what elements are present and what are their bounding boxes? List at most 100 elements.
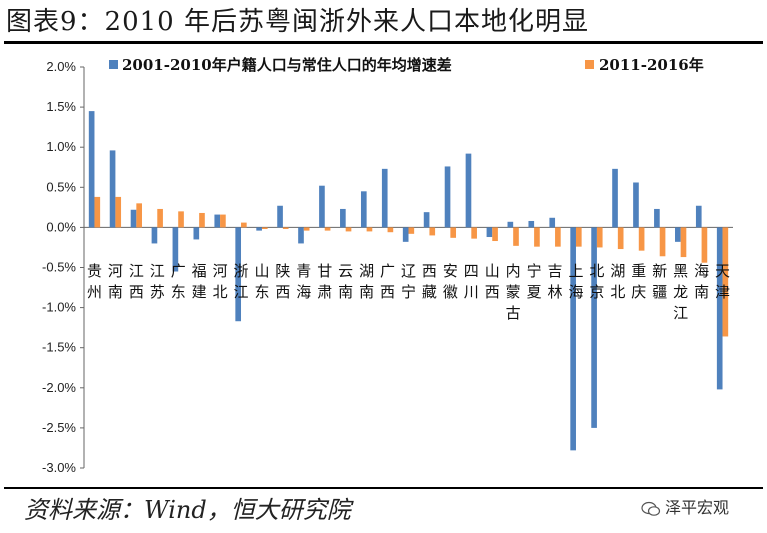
y-tick-label: -0.5% [42, 260, 76, 275]
x-category-label: 云南 [338, 262, 353, 301]
bar-series2 [617, 227, 624, 250]
bar-series2 [345, 227, 352, 232]
x-category-label: 青海 [296, 262, 311, 301]
x-category-label: 陕西 [275, 262, 290, 301]
bar-series1 [214, 214, 221, 228]
watermark: 泽平宏观 [641, 496, 729, 520]
x-category-label: 重庆 [631, 262, 646, 301]
bar-series2 [575, 227, 582, 247]
bar-series1 [465, 153, 472, 228]
bar-series1 [633, 182, 639, 228]
x-category-label: 湖北 [610, 262, 625, 301]
x-category-label: 天津 [715, 262, 730, 301]
x-category-label: 福建 [192, 262, 207, 301]
bar-series [88, 111, 729, 451]
x-category-label: 浙江 [234, 262, 249, 301]
bar-series2 [282, 227, 289, 229]
bar-series1 [507, 221, 514, 228]
wechat-icon [641, 501, 661, 516]
x-category-label: 安徽 [443, 262, 458, 301]
bar-series1 [528, 220, 535, 228]
x-category-label: 西藏 [422, 262, 437, 301]
bar-series2 [261, 227, 268, 229]
y-tick-label: -3.0% [42, 460, 76, 475]
bar-series1 [591, 227, 597, 428]
bar-series1 [716, 227, 723, 390]
bar-series2 [471, 227, 477, 239]
x-category-label: 四川 [464, 262, 479, 301]
bar-series2 [680, 227, 687, 258]
bar-series1 [549, 217, 556, 228]
y-axis: 2.0% 1.5% 1.0% 0.5% 0.0% -0.5% -1.0% -1.5% -2.0%… [42, 59, 733, 475]
bar-series1 [235, 227, 242, 322]
bar-series2 [513, 227, 519, 246]
y-tick-label: -1.0% [42, 300, 76, 315]
x-category-label: 广西 [380, 262, 395, 301]
bar-series2 [596, 227, 603, 248]
x-category-label: 北京 [589, 262, 604, 301]
x-category-label: 江苏 [150, 262, 165, 301]
y-tick-label: -2.0% [42, 380, 76, 395]
bar-series1 [402, 227, 409, 242]
y-tick-label: 1.0% [46, 139, 76, 154]
x-category-label: 贵州 [87, 262, 102, 301]
bar-series1 [151, 227, 158, 244]
bar-series2 [366, 227, 373, 232]
chart-legend: 2001-2010年户籍人口与常住人口的年均增速差 2011-2016年 [109, 56, 704, 74]
x-category-label: 辽宁 [401, 262, 416, 301]
y-tick-label: -2.5% [42, 420, 76, 435]
bar-series1 [381, 168, 388, 228]
title-rule [4, 41, 763, 44]
bar-series2 [199, 212, 205, 228]
bar-series2 [303, 227, 310, 231]
x-category-label: 黑龙江 [673, 262, 688, 322]
bar-series1 [172, 227, 179, 272]
legend-swatch-series1 [109, 60, 118, 69]
bar-series2 [429, 227, 436, 236]
watermark-text: 泽平宏观 [665, 498, 730, 517]
bar-series1 [130, 209, 137, 228]
bar-series1 [340, 208, 346, 228]
x-category-label: 河南 [108, 262, 123, 301]
bar-series1 [695, 205, 702, 228]
bar-series1 [675, 227, 681, 242]
x-category-label: 新疆 [652, 262, 667, 301]
x-category-label: 上海 [568, 262, 583, 301]
bar-series2 [701, 227, 708, 263]
bar-series1 [486, 227, 493, 238]
category-labels: 贵州河南江西江苏广东福建河北浙江山东陕西青海甘肃云南湖南广西辽宁西藏安徽四川山西… [87, 262, 730, 322]
bar-series2 [638, 227, 645, 251]
y-tick-label: 0.0% [46, 219, 76, 234]
y-tick-label: -1.5% [42, 340, 76, 355]
bar-series1 [612, 168, 618, 228]
bar-series1 [88, 111, 95, 228]
bar-series1 [109, 150, 116, 228]
bar-series2 [555, 227, 561, 247]
bar-series2 [324, 227, 331, 231]
x-category-label: 江西 [129, 262, 144, 301]
bar-series2 [722, 227, 729, 337]
bar-series1 [298, 227, 304, 244]
x-category-label: 山东 [254, 262, 269, 301]
x-category-label: 内蒙古 [506, 262, 521, 322]
x-category-label: 甘肃 [317, 262, 332, 301]
bar-series1 [256, 227, 262, 231]
bar-series2 [408, 227, 415, 234]
bar-series2 [387, 227, 394, 233]
bar-series2 [241, 222, 247, 228]
legend-label-series2: 2011-2016年 [599, 56, 704, 74]
legend-label-series1: 2001-2010年户籍人口与常住人口的年均增速差 [122, 56, 452, 74]
x-category-label: 广东 [171, 262, 186, 301]
bar-series2 [94, 196, 101, 228]
y-tick-label: 2.0% [46, 59, 76, 74]
x-category-label: 宁夏 [527, 262, 542, 301]
bar-series2 [178, 211, 184, 228]
x-category-label: 海南 [694, 262, 709, 301]
bar-series2 [157, 208, 163, 228]
y-tick-label: 0.5% [46, 179, 76, 194]
bar-series1 [360, 191, 367, 228]
page-title: 图表9：2010 年后苏粤闽浙外来人口本地化明显 [6, 7, 589, 37]
source-note: 资料来源：Wind，恒大研究院 [24, 496, 351, 524]
bar-series2 [136, 203, 142, 228]
bar-series2 [115, 196, 122, 228]
